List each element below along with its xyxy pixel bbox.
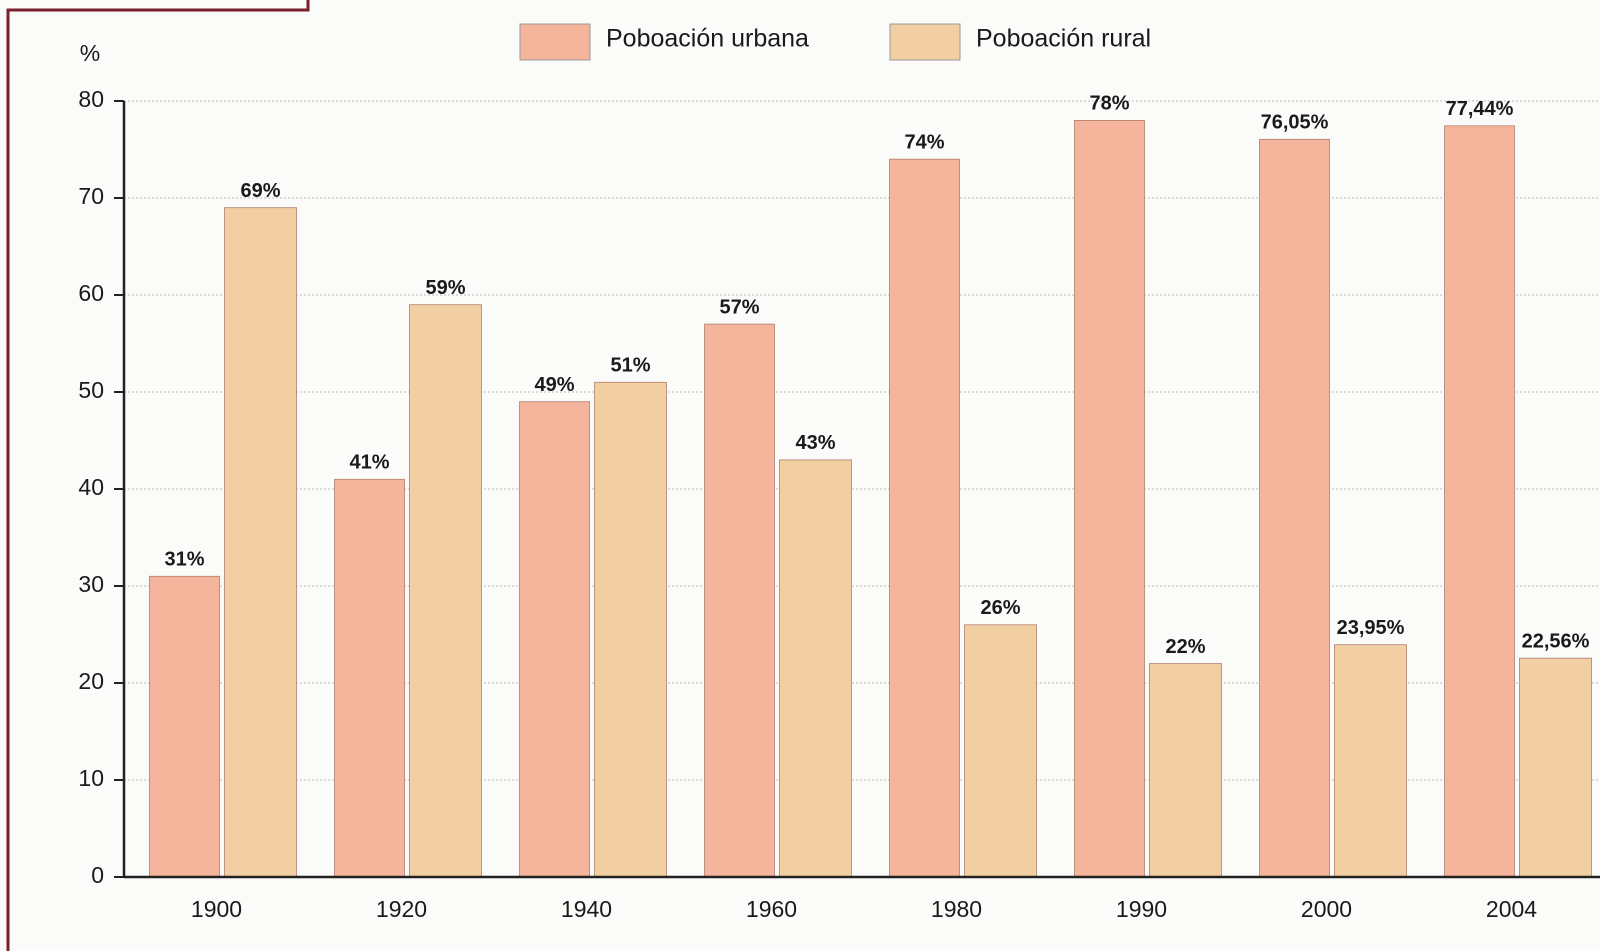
value-label: 74% [904,131,944,153]
bar [1149,663,1222,878]
value-label: 43% [795,432,835,454]
bar [1519,657,1592,878]
bar [149,575,220,878]
bar [704,323,775,878]
y-tick-label: 40 [78,474,104,500]
y-tick-label: 50 [78,377,104,403]
bar [224,207,297,878]
bar [889,158,960,878]
y-tick-label: 0 [91,862,104,888]
x-tick-label: 1900 [191,896,242,922]
value-label: 59% [425,277,465,299]
legend-swatch [889,23,961,61]
x-tick-label: 1940 [561,896,612,922]
legend-label: Poboación rural [976,25,1151,53]
value-label: 57% [719,296,759,318]
value-label: 41% [349,452,389,474]
legend-swatch [519,23,591,61]
bar [409,304,482,878]
value-label: 22% [1165,636,1205,658]
x-tick-label: 2000 [1301,896,1352,922]
value-label: 23,95% [1337,617,1405,639]
value-label: 69% [240,180,280,202]
y-tick-label: 80 [78,86,104,112]
bar [964,624,1037,878]
y-tick-label: 30 [78,571,104,597]
x-tick-label: 1980 [931,896,982,922]
x-tick-label: 2004 [1486,896,1537,922]
value-label: 49% [534,374,574,396]
value-label: 26% [980,597,1020,619]
x-tick-label: 1960 [746,896,797,922]
legend-label: Poboación urbana [606,25,809,53]
y-tick-label: 10 [78,765,104,791]
bar [779,459,852,878]
y-tick-label: 70 [78,183,104,209]
bar [1444,125,1515,878]
x-tick-label: 1990 [1116,896,1167,922]
value-label: 31% [164,549,204,571]
bar [519,401,590,878]
bar [594,381,667,878]
value-label: 78% [1089,93,1129,115]
value-label: 22,56% [1522,630,1590,652]
y-tick-label: 20 [78,668,104,694]
bar [1334,644,1407,878]
bar [334,478,405,878]
bar [1074,120,1145,878]
value-label: 77,44% [1446,98,1514,120]
bar [1259,138,1330,878]
y-tick-label: 60 [78,280,104,306]
y-axis-label: % [80,40,100,66]
value-label: 76,05% [1261,112,1329,134]
value-label: 51% [610,355,650,377]
x-tick-label: 1920 [376,896,427,922]
frame [6,0,310,951]
